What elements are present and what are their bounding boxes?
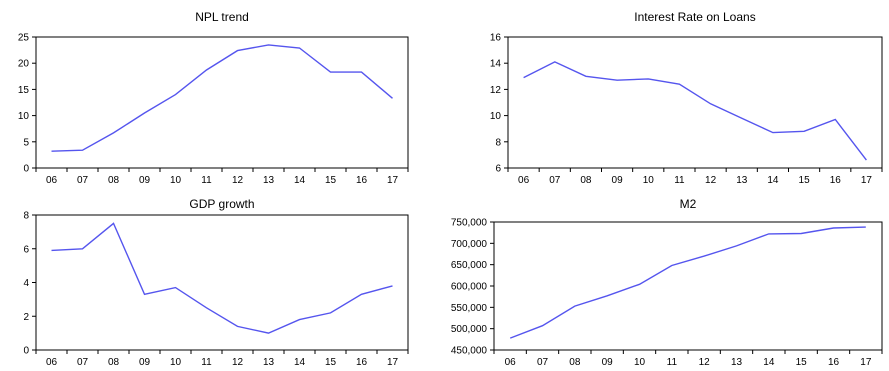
x-tick-label: 06 xyxy=(518,175,530,186)
x-tick-label: 10 xyxy=(643,175,655,186)
x-tick-label: 10 xyxy=(170,357,182,366)
x-tick-label: 12 xyxy=(705,175,717,186)
y-tick-label: 0 xyxy=(23,164,29,175)
y-tick-label: 550,000 xyxy=(451,303,488,314)
x-tick-label: 07 xyxy=(549,175,561,186)
x-tick-label: 09 xyxy=(139,175,151,186)
x-tick-label: 06 xyxy=(46,175,58,186)
y-tick-label: 500,000 xyxy=(451,324,488,335)
y-tick-label: 0 xyxy=(23,346,29,357)
chart-3: GDP growth 0 2 4 6 8 06 07 08 09 10 11 12 13 14 15 16 17 xyxy=(23,197,409,368)
y-tick-label: 650,000 xyxy=(451,260,488,271)
y-tick-label: 6 xyxy=(23,244,29,255)
y-tick-label: 600,000 xyxy=(451,282,488,293)
x-tick-label: 14 xyxy=(763,357,775,366)
chart-4: M2 450,000 500,000 550,000 600,000 650,000 700… xyxy=(451,197,883,368)
x-tick-label: 09 xyxy=(139,357,151,366)
y-tick-label: 20 xyxy=(18,59,30,70)
y-tick-label: 25 xyxy=(18,33,30,44)
plot-frame xyxy=(493,221,883,351)
x-tick-label: 10 xyxy=(170,175,182,186)
x-tick-label: 16 xyxy=(356,357,368,366)
x-tick-label: 09 xyxy=(602,357,614,366)
y-tick-label: 8 xyxy=(495,137,501,148)
x-tick-label: 13 xyxy=(731,357,743,366)
y-tick-label: 15 xyxy=(18,85,30,96)
x-tick-label: 13 xyxy=(736,175,748,186)
chart-1: NPL trend 0 5 10 15 20 25 06 07 08 09 10 11 12 13 14 15 1… xyxy=(18,10,409,186)
x-tick-label: 11 xyxy=(201,175,212,186)
x-tick-label: 06 xyxy=(46,357,58,366)
chart-title: NPL trend xyxy=(195,10,249,24)
y-tick-label: 4 xyxy=(23,278,29,289)
y-tick-label: 2 xyxy=(23,312,29,323)
x-tick-label: 07 xyxy=(77,357,89,366)
x-tick-label: 11 xyxy=(667,357,678,366)
x-tick-label: 17 xyxy=(860,357,872,366)
x-tick-label: 15 xyxy=(325,175,337,186)
series-line xyxy=(509,226,866,339)
y-tick-label: 12 xyxy=(490,85,502,96)
x-tick-label: 11 xyxy=(674,175,685,186)
x-tick-label: 15 xyxy=(325,357,337,366)
y-tick-label: 700,000 xyxy=(451,239,488,250)
y-tick-label: 6 xyxy=(495,164,501,175)
x-tick-label: 12 xyxy=(232,175,244,186)
series-line xyxy=(51,44,393,152)
x-tick-label: 14 xyxy=(294,175,306,186)
x-tick-label: 13 xyxy=(263,175,275,186)
x-tick-label: 12 xyxy=(232,357,244,366)
x-tick-label: 16 xyxy=(828,357,840,366)
y-tick-label: 16 xyxy=(490,33,502,44)
x-tick-label: 12 xyxy=(699,357,711,366)
x-tick-label: 09 xyxy=(612,175,624,186)
y-tick-label: 450,000 xyxy=(451,346,488,357)
plot-frame xyxy=(35,36,409,169)
x-tick-label: 10 xyxy=(634,357,646,366)
chart-title: M2 xyxy=(680,197,697,211)
x-tick-label: 08 xyxy=(108,175,120,186)
x-tick-label: 17 xyxy=(387,175,399,186)
x-tick-label: 14 xyxy=(294,357,306,366)
x-tick-label: 15 xyxy=(799,175,811,186)
chart-title: Interest Rate on Loans xyxy=(634,10,755,24)
chart-2: Interest Rate on Loans 6 8 10 12 14 16 06 07 08 09… xyxy=(490,10,883,186)
x-tick-label: 17 xyxy=(861,175,873,186)
series-line xyxy=(51,222,393,334)
x-tick-label: 17 xyxy=(387,357,399,366)
x-tick-label: 15 xyxy=(796,357,808,366)
x-tick-label: 14 xyxy=(767,175,779,186)
x-tick-label: 07 xyxy=(77,175,89,186)
y-tick-label: 750,000 xyxy=(451,218,488,229)
x-tick-label: 16 xyxy=(830,175,842,186)
chart-title: GDP growth xyxy=(189,197,254,211)
x-tick-label: 06 xyxy=(505,357,517,366)
x-tick-label: 07 xyxy=(537,357,549,366)
plot-frame xyxy=(507,36,883,169)
y-tick-label: 5 xyxy=(23,137,29,148)
x-tick-label: 08 xyxy=(580,175,592,186)
x-tick-label: 08 xyxy=(569,357,581,366)
y-tick-label: 14 xyxy=(490,59,502,70)
series-line xyxy=(523,61,867,161)
x-tick-label: 16 xyxy=(356,175,368,186)
y-tick-label: 10 xyxy=(490,111,502,122)
x-tick-label: 11 xyxy=(201,357,212,366)
x-tick-label: 08 xyxy=(108,357,120,366)
plot-frame xyxy=(35,214,409,351)
y-tick-label: 10 xyxy=(18,111,30,122)
x-tick-label: 13 xyxy=(263,357,275,366)
y-tick-label: 8 xyxy=(23,211,29,222)
